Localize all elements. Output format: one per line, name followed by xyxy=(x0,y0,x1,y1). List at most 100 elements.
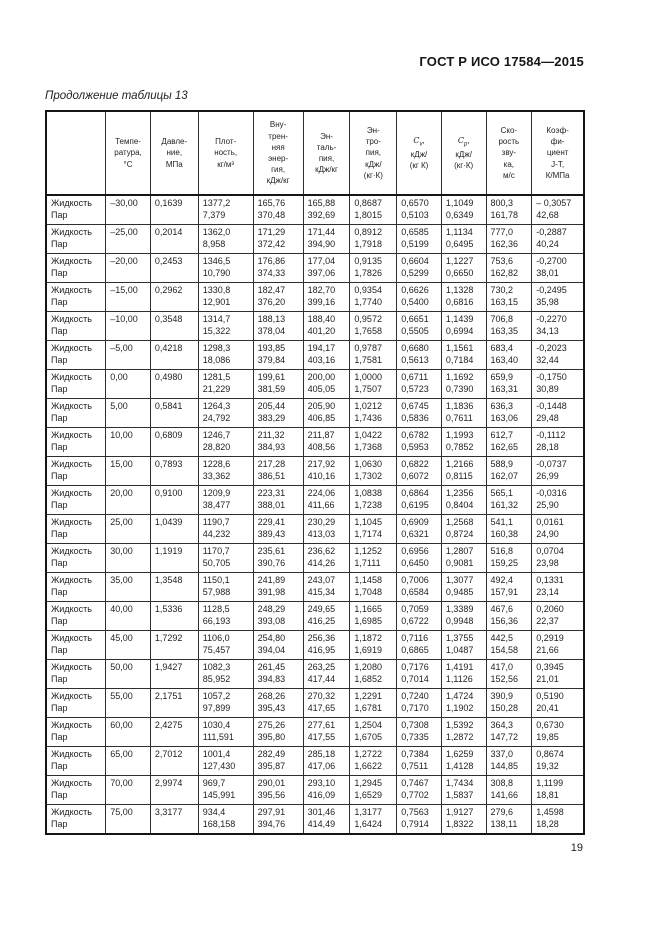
cell-speed-of-sound: 390,9 150,28 xyxy=(485,687,533,718)
cell-cp: 1,3755 1,0487 xyxy=(440,629,487,660)
cell-internal-energy: 205,44 383,29 xyxy=(252,397,304,428)
table-row: Жидкость Пар 50,00 1,9427 1082,3 85,952 261,… xyxy=(45,658,585,689)
cell-pressure: 2,4275 xyxy=(149,716,199,747)
cell-jt-coefficient: 0,0161 24,90 xyxy=(531,513,585,544)
cell-speed-of-sound: 565,1 161,32 xyxy=(485,484,533,515)
cell-cv: 0,7240 0,7170 xyxy=(396,687,442,718)
cell-phase: Жидкость Пар xyxy=(45,629,107,660)
cell-enthalpy: 293,10 416,09 xyxy=(302,774,351,805)
cell-phase: Жидкость Пар xyxy=(45,542,107,573)
cell-cv: 0,6680 0,5613 xyxy=(396,339,442,370)
table-row: Жидкость Пар 35,00 1,3548 1150,1 57,988 241,… xyxy=(45,571,585,602)
cell-speed-of-sound: 541,1 160,38 xyxy=(485,513,533,544)
cell-entropy: 0,8912 1,7918 xyxy=(349,223,398,254)
cell-temperature: 40,00 xyxy=(105,600,151,631)
cell-cp: 1,2166 0,8115 xyxy=(440,455,487,486)
column-header-phase xyxy=(45,110,107,196)
cell-speed-of-sound: 442,5 154,58 xyxy=(485,629,533,660)
cell-internal-energy: 217,28 386,51 xyxy=(252,455,304,486)
cell-enthalpy: 224,06 411,66 xyxy=(302,484,351,515)
cell-pressure: 1,1919 xyxy=(149,542,199,573)
cell-cv: 0,6909 0,6321 xyxy=(396,513,442,544)
cell-speed-of-sound: 706,8 163,35 xyxy=(485,310,533,341)
cell-cv: 0,7467 0,7702 xyxy=(396,774,442,805)
cell-cv: 0,7176 0,7014 xyxy=(396,658,442,689)
cell-pressure: 0,4218 xyxy=(149,339,199,370)
table-row: Жидкость Пар 75,00 3,3177 934,4 168,158 297,… xyxy=(45,803,585,835)
cell-phase: Жидкость Пар xyxy=(45,368,107,399)
cell-density: 1190,7 44,232 xyxy=(197,513,254,544)
cell-entropy: 0,8687 1,8015 xyxy=(349,194,398,225)
cell-jt-coefficient: – 0,3057 42,68 xyxy=(531,194,585,225)
cell-jt-coefficient: 0,2919 21,66 xyxy=(531,629,585,660)
table-row: Жидкость Пар –5,00 0,4218 1298,3 18,086 193,… xyxy=(45,339,585,370)
column-header-enthalpy: Эн- таль- пия, кДж/кг xyxy=(302,110,351,196)
cell-jt-coefficient: -0,2887 40,24 xyxy=(531,223,585,254)
cell-phase: Жидкость Пар xyxy=(45,252,107,283)
cell-density: 1281,5 21,229 xyxy=(197,368,254,399)
cell-speed-of-sound: 279,6 138,11 xyxy=(485,803,533,835)
cell-temperature: –5,00 xyxy=(105,339,151,370)
cell-temperature: 35,00 xyxy=(105,571,151,602)
column-header-jt_coefficient: Коэф- фи- циент J-T, К/МПа xyxy=(531,110,585,196)
cell-entropy: 1,2080 1,6852 xyxy=(349,658,398,689)
cell-enthalpy: 230,29 413,03 xyxy=(302,513,351,544)
cell-internal-energy: 171,29 372,42 xyxy=(252,223,304,254)
cell-internal-energy: 290,01 395,56 xyxy=(252,774,304,805)
column-header-entropy: Эн- тро- пия, кДж/ (кг·К) xyxy=(349,110,398,196)
cell-entropy: 1,1045 1,7174 xyxy=(349,513,398,544)
cell-temperature: 15,00 xyxy=(105,455,151,486)
cell-phase: Жидкость Пар xyxy=(45,281,107,312)
cell-cp: 1,1692 0,7390 xyxy=(440,368,487,399)
cell-cp: 1,3389 0,9948 xyxy=(440,600,487,631)
cell-phase: Жидкость Пар xyxy=(45,194,107,225)
cell-temperature: 20,00 xyxy=(105,484,151,515)
cell-density: 1330,8 12,901 xyxy=(197,281,254,312)
cell-temperature: –25,00 xyxy=(105,223,151,254)
cell-cp: 1,1049 0,6349 xyxy=(440,194,487,225)
cell-pressure: 1,5336 xyxy=(149,600,199,631)
cell-density: 1128,5 66,193 xyxy=(197,600,254,631)
standard-designation: ГОСТ Р ИСО 17584—2015 xyxy=(419,54,584,69)
page-number: 19 xyxy=(570,842,583,854)
cell-speed-of-sound: 337,0 144,85 xyxy=(485,745,533,776)
cell-enthalpy: 177,04 397,06 xyxy=(302,252,351,283)
cell-cp: 1,1561 0,7184 xyxy=(440,339,487,370)
cell-density: 1209,9 38,477 xyxy=(197,484,254,515)
table-row: Жидкость Пар –10,00 0,3548 1314,7 15,322 188… xyxy=(45,310,585,341)
cell-internal-energy: 241,89 391,98 xyxy=(252,571,304,602)
cell-cp: 1,1439 0,6994 xyxy=(440,310,487,341)
table-header-row: Темпе- ратура, °С Давле- ние, МПа Плот- но… xyxy=(45,110,585,196)
cell-entropy: 1,0630 1,7302 xyxy=(349,455,398,486)
cell-speed-of-sound: 417,0 152,56 xyxy=(485,658,533,689)
cell-density: 1082,3 85,952 xyxy=(197,658,254,689)
column-header-temperature: Темпе- ратура, °С xyxy=(105,110,151,196)
cell-cp: 1,2568 0,8724 xyxy=(440,513,487,544)
cell-pressure: 0,2453 xyxy=(149,252,199,283)
cell-cp: 1,2356 0,8404 xyxy=(440,484,487,515)
cell-internal-energy: 282,49 395,87 xyxy=(252,745,304,776)
cell-density: 1228,6 33,362 xyxy=(197,455,254,486)
cell-entropy: 1,0838 1,7238 xyxy=(349,484,398,515)
properties-table: Темпе- ратура, °С Давле- ние, МПа Плот- но… xyxy=(45,110,585,835)
cell-speed-of-sound: 753,6 162,82 xyxy=(485,252,533,283)
cell-entropy: 0,9135 1,7826 xyxy=(349,252,398,283)
cell-cv: 0,7116 0,6865 xyxy=(396,629,442,660)
cell-temperature: –30,00 xyxy=(105,194,151,225)
cell-speed-of-sound: 683,4 163,40 xyxy=(485,339,533,370)
cell-pressure: 0,1639 xyxy=(149,194,199,225)
cell-phase: Жидкость Пар xyxy=(45,774,107,805)
cell-internal-energy: 223,31 388,01 xyxy=(252,484,304,515)
cell-density: 1346,5 10,790 xyxy=(197,252,254,283)
cell-entropy: 1,2722 1,6622 xyxy=(349,745,398,776)
cell-entropy: 1,0422 1,7368 xyxy=(349,426,398,457)
cell-enthalpy: 165,88 392,69 xyxy=(302,194,351,225)
cell-speed-of-sound: 467,6 156,36 xyxy=(485,600,533,631)
cell-pressure: 0,4980 xyxy=(149,368,199,399)
cell-temperature: 30,00 xyxy=(105,542,151,573)
cell-pressure: 2,9974 xyxy=(149,774,199,805)
cell-temperature: 60,00 xyxy=(105,716,151,747)
cell-entropy: 0,9787 1,7581 xyxy=(349,339,398,370)
cell-density: 1362,0 8,958 xyxy=(197,223,254,254)
cell-density: 1001,4 127,430 xyxy=(197,745,254,776)
